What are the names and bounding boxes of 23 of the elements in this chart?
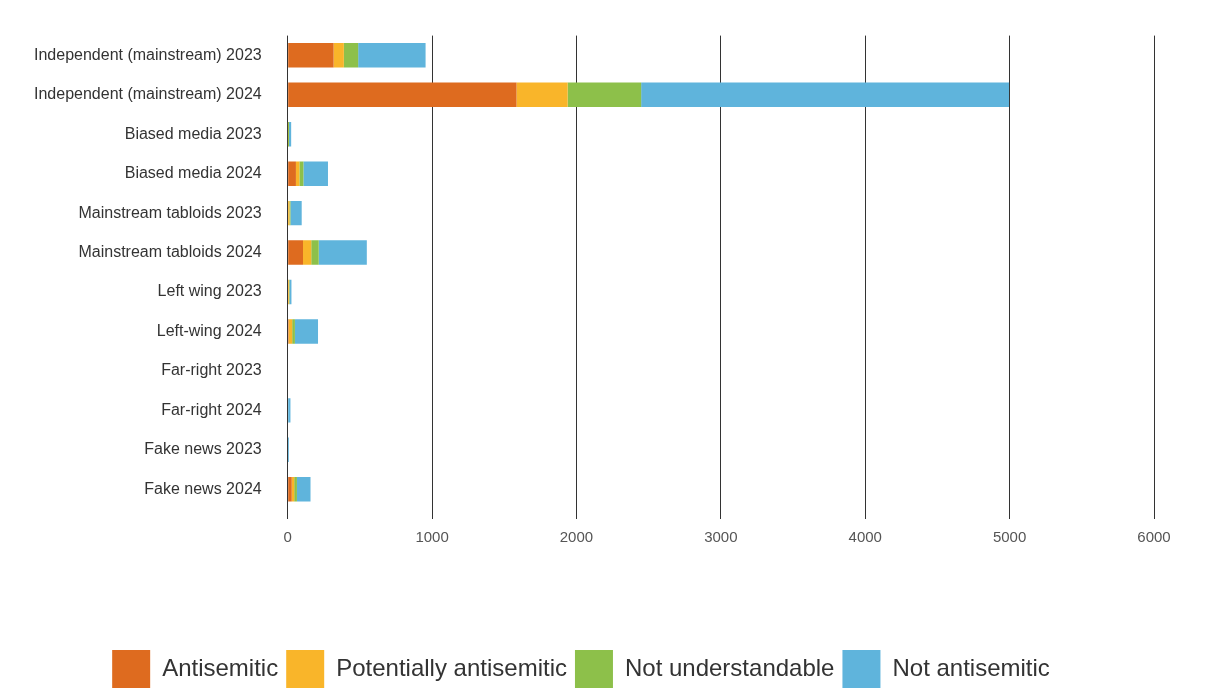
x-tick-label: 4000 [848, 528, 882, 546]
legend-label: Not understandable [624, 653, 835, 681]
y-tick-label: Biased media 2024 [124, 164, 262, 182]
y-tick-label: Far-right 2023 [161, 361, 262, 379]
x-tick-label: 6000 [1137, 528, 1171, 546]
y-tick-label: Mainstream tabloids 2023 [78, 203, 262, 221]
y-tick-label: Far-right 2024 [161, 400, 262, 418]
x-tick-label: 2000 [559, 528, 594, 546]
y-tick-label: Independent (mainstream) 2023 [33, 45, 262, 63]
y-tick-label: Independent (mainstream) 2024 [33, 85, 262, 103]
y-tick-label: Left-wing 2024 [156, 321, 262, 339]
y-tick-label: Left wing 2023 [157, 282, 262, 300]
y-tick-label: Fake news 2024 [144, 479, 262, 497]
x-tick-label: 5000 [992, 528, 1027, 546]
y-tick-label: Fake news 2023 [144, 440, 262, 458]
y-tick-label: Biased media 2023 [124, 124, 262, 142]
legend-label: Potentially antisemitic [336, 653, 567, 681]
x-tick-label: 0 [283, 528, 292, 546]
legend-label: Antisemitic [162, 653, 279, 681]
y-tick-label: Mainstream tabloids 2024 [78, 242, 262, 260]
x-tick-label: 3000 [704, 528, 738, 546]
x-tick-label: 1000 [415, 528, 449, 546]
legend-label: Not antisemitic [892, 653, 1050, 681]
